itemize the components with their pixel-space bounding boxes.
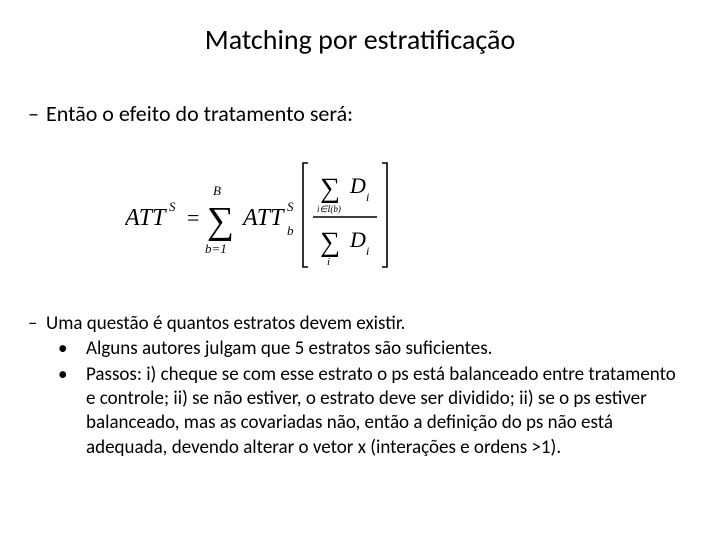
- sigma-bot-icon: ∑: [320, 227, 340, 258]
- formula-lhs: ATT: [125, 205, 167, 231]
- slide-title: Matching por estratificação: [0, 22, 720, 57]
- line1-text: Então o efeito do tratamento será:: [46, 100, 353, 127]
- bullet-icon: •: [72, 337, 86, 361]
- sigma-top-icon: ∑: [320, 173, 340, 204]
- dash-icon: –: [28, 312, 46, 336]
- right-bracket-icon: [382, 163, 387, 267]
- formula-term-sup: S: [287, 199, 294, 214]
- list-item: •Passos: i) cheque se com esse estrato o…: [30, 363, 680, 460]
- frac-bot-var: D: [349, 227, 366, 252]
- sigma-icon: ∑: [207, 200, 234, 242]
- body-block-2: –Uma questão é quantos estratos devem ex…: [30, 312, 680, 460]
- formula-svg: ATT S = ∑ B b=1 ATT b S ∑ i∈I(b) D i ∑ i…: [125, 155, 435, 275]
- formula-sum-lower: b=1: [205, 241, 227, 256]
- list-item: –Então o efeito do tratamento será:: [30, 100, 680, 128]
- formula-sum-upper: B: [213, 183, 221, 198]
- formula-lhs-sup: S: [169, 199, 176, 214]
- formula-term: ATT: [241, 205, 285, 231]
- body-block-1: –Então o efeito do tratamento será:: [30, 100, 680, 140]
- frac-top-sub: i∈I(b): [317, 204, 341, 214]
- sub2-text: Passos: i) cheque se com esse estrato o …: [86, 363, 676, 459]
- dash-icon: –: [28, 100, 46, 128]
- list-item: •Alguns autores julgam que 5 estratos sã…: [30, 337, 680, 361]
- formula: ATT S = ∑ B b=1 ATT b S ∑ i∈I(b) D i ∑ i…: [125, 155, 435, 280]
- frac-top-var: D: [349, 173, 366, 198]
- left-bracket-icon: [303, 163, 308, 267]
- formula-term-sub: b: [287, 223, 294, 238]
- list-item: –Uma questão é quantos estratos devem ex…: [30, 312, 680, 336]
- slide: Matching por estratificação –Então o efe…: [0, 0, 720, 540]
- bullet-icon: •: [72, 363, 86, 387]
- line2-text: Uma questão é quantos estratos devem exi…: [46, 312, 405, 335]
- frac-bot-sub: i: [327, 256, 330, 268]
- sub1-text: Alguns autores julgam que 5 estratos são…: [86, 337, 492, 360]
- frac-bot-var-sub: i: [366, 244, 369, 258]
- frac-top-var-sub: i: [366, 190, 369, 204]
- formula-eq: =: [187, 205, 199, 230]
